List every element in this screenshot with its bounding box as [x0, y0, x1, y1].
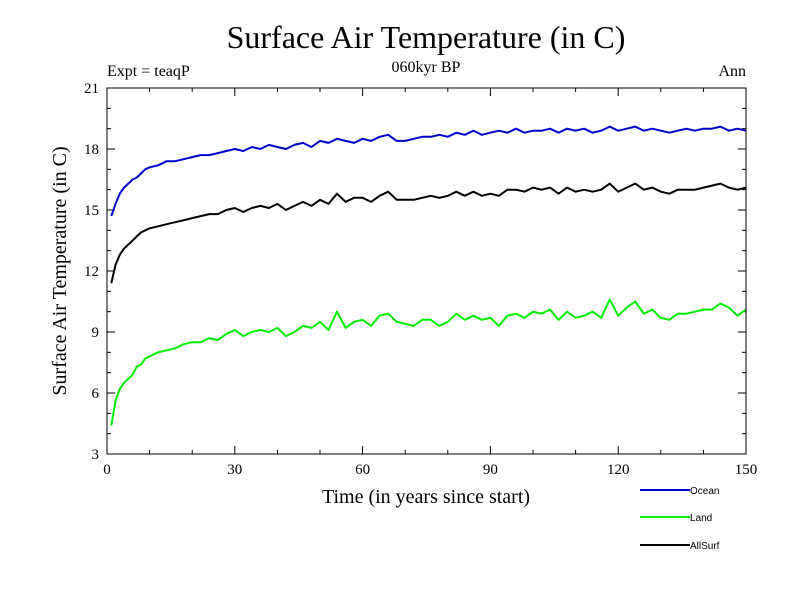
legend: Ocean Land AllSurf [640, 486, 720, 552]
series-lines [110, 125, 747, 426]
y-tick-label: 9 [92, 325, 100, 341]
experiment-label: Expt = teaqP [107, 63, 190, 80]
y-tick-label: 15 [84, 203, 99, 219]
legend-label-allsurf: AllSurf [690, 541, 720, 552]
x-tick-label: 120 [607, 462, 630, 478]
x-tick-label: 30 [227, 462, 242, 478]
chart-title: Surface Air Temperature (in C) [227, 19, 626, 55]
chart-subtitle: 060kyr BP [392, 59, 461, 76]
x-tick-label: 0 [103, 462, 111, 478]
y-tick-label: 18 [84, 142, 99, 158]
y-tick-label: 21 [84, 81, 99, 97]
tick-labels: 0 30 60 90 120 150 3 6 9 12 15 18 21 [84, 81, 757, 478]
y-tick-label: 6 [92, 386, 100, 402]
y-tick-label: 3 [92, 447, 100, 463]
x-tick-label: 60 [355, 462, 370, 478]
plot-frame [106, 87, 747, 455]
series-line-allsurf [110, 182, 747, 284]
season-label: Ann [718, 63, 746, 80]
legend-label-ocean: Ocean [690, 486, 719, 497]
y-tick-label: 12 [84, 264, 99, 280]
x-tick-label: 150 [735, 462, 758, 478]
series-line-land [110, 298, 747, 426]
legend-label-land: Land [690, 513, 712, 524]
x-axis-label: Time (in years since start) [322, 486, 530, 508]
axis-ticks [106, 87, 747, 455]
y-axis-label: Surface Air Temperature (in C) [49, 146, 71, 395]
x-tick-label: 90 [483, 462, 498, 478]
series-line-ocean [110, 125, 747, 217]
